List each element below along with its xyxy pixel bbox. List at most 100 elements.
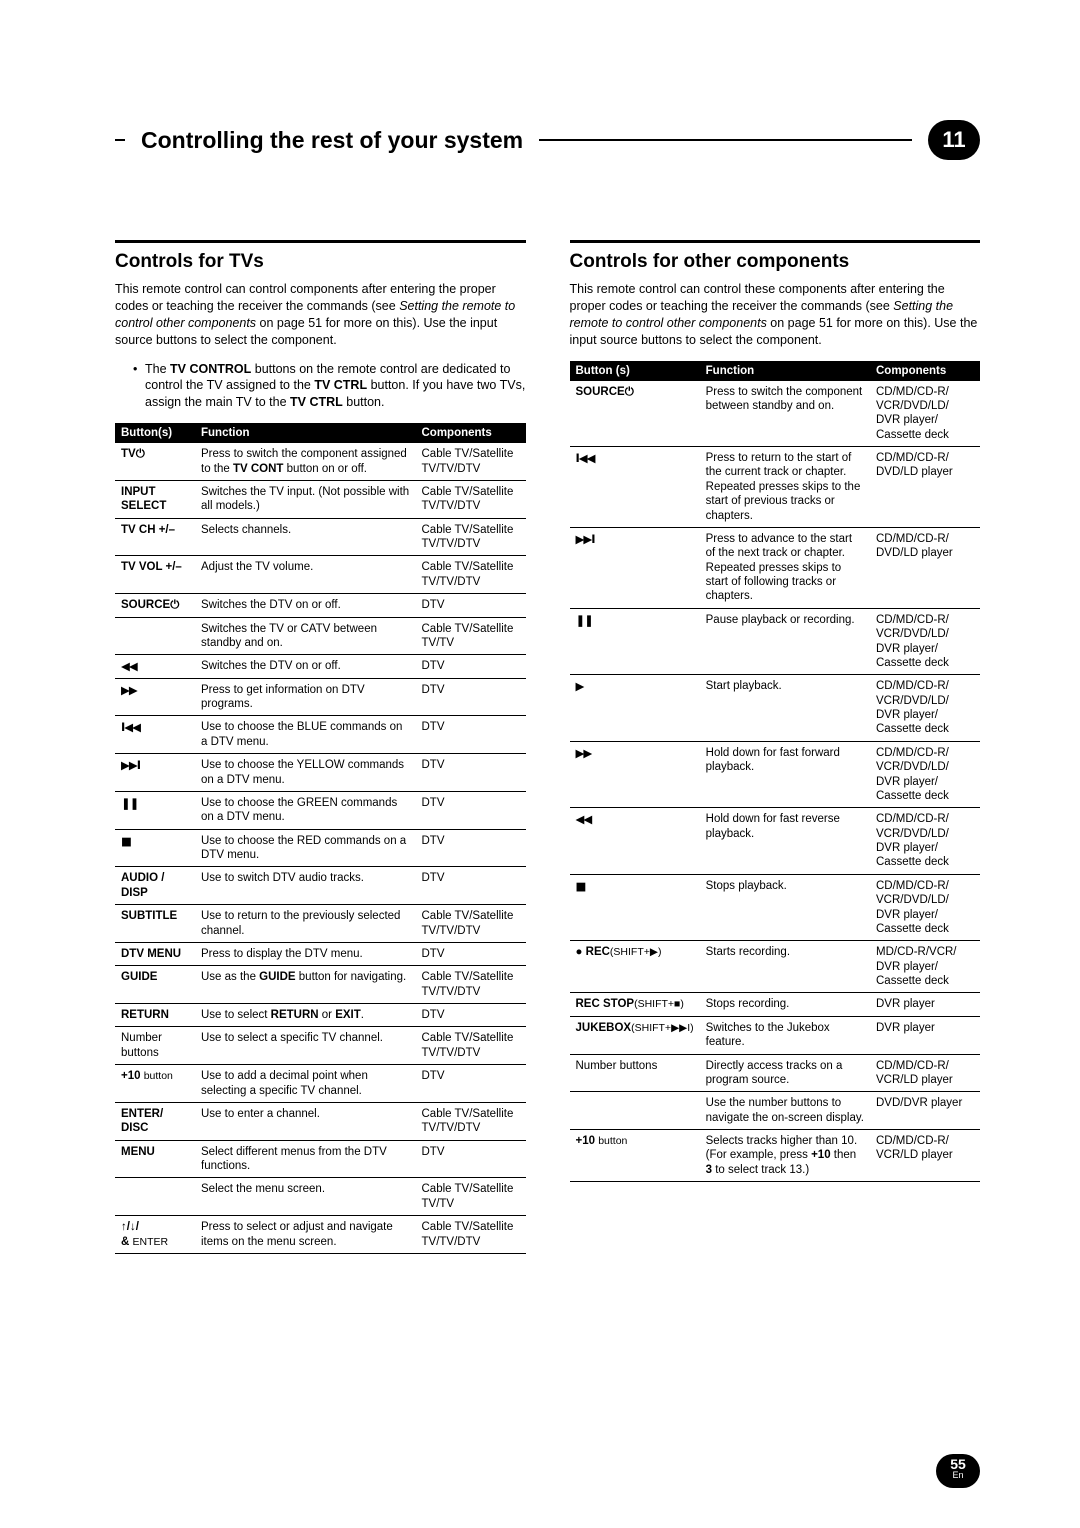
cell-function: Press to switch the component assigned t… xyxy=(195,443,416,480)
cell-button: REC STOP(SHIFT+■) xyxy=(570,993,700,1016)
table-row: INPUT SELECTSwitches the TV input. (Not … xyxy=(115,480,526,518)
cell-button: I◀◀ xyxy=(570,447,700,528)
cell-components: Cable TV/Satellite TV/TV/DTV xyxy=(416,443,526,480)
cell-components: DTV xyxy=(416,867,526,905)
note-d: TV CTRL xyxy=(314,378,367,392)
cell-button: ▶▶I xyxy=(115,754,195,792)
cell-button: ▶▶ xyxy=(570,741,700,808)
header-rule-left xyxy=(115,139,125,141)
cell-components: CD/MD/CD-R/VCR/DVD/LD/DVR player/Cassett… xyxy=(870,675,980,742)
cell-components: Cable TV/Satellite TV/TV xyxy=(416,617,526,655)
cell-components: DTV xyxy=(416,942,526,965)
cell-button: ◀◀ xyxy=(115,655,195,678)
cell-components: DTV xyxy=(416,1004,526,1027)
cell-function: Use to return to the previously selected… xyxy=(195,905,416,943)
cell-button: GUIDE xyxy=(115,966,195,1004)
cell-function: Use to choose the YELLOW commands on a D… xyxy=(195,754,416,792)
other-controls-table: Button (s) Function Components SOURCE⏻Pr… xyxy=(570,361,981,1183)
cell-components: Cable TV/Satellite TV/TV/DTV xyxy=(416,966,526,1004)
cell-function: Switches the DTV on or off. xyxy=(195,594,416,617)
table-row: GUIDEUse as the GUIDE button for navigat… xyxy=(115,966,526,1004)
intro-a: This remote control can control these co… xyxy=(570,282,945,313)
chapter-title: Controlling the rest of your system xyxy=(141,127,523,154)
intro-text: This remote control can control these co… xyxy=(570,281,981,349)
cell-button: AUDIO / DISP xyxy=(115,867,195,905)
table-row: Number buttonsDirectly access tracks on … xyxy=(570,1054,981,1092)
cell-function: Start playback. xyxy=(700,675,870,742)
table-row: ▶▶Hold down for fast forward playback.CD… xyxy=(570,741,981,808)
table-row: ● REC(SHIFT+▶)Starts recording.MD/CD-R/V… xyxy=(570,941,981,993)
cell-components: DTV xyxy=(416,791,526,829)
cell-function: Selects channels. xyxy=(195,518,416,556)
cell-function: Use to switch DTV audio tracks. xyxy=(195,867,416,905)
cell-components: DTV xyxy=(416,1065,526,1103)
table-row: I◀◀Press to return to the start of the c… xyxy=(570,447,981,528)
table-row: JUKEBOX(SHIFT+▶▶I)Switches to the Jukebo… xyxy=(570,1016,981,1054)
table-row: Use the number buttons to navigate the o… xyxy=(570,1092,981,1130)
cell-function: Switches to the Jukebox feature. xyxy=(700,1016,870,1054)
cell-components: CD/MD/CD-R/VCR/DVD/LD/DVR player/Cassett… xyxy=(870,741,980,808)
table-row: RETURNUse to select RETURN or EXIT.DTV xyxy=(115,1004,526,1027)
cell-components: CD/MD/CD-R/DVD/LD player xyxy=(870,527,980,608)
cell-components: DTV xyxy=(416,678,526,716)
page-number-badge: 55 En xyxy=(936,1454,980,1488)
cell-components: Cable TV/Satellite TV/TV/DTV xyxy=(416,556,526,594)
cell-button: TV⏻ xyxy=(115,443,195,480)
cell-button: MENU xyxy=(115,1140,195,1178)
th-buttons: Button (s) xyxy=(570,361,700,381)
cell-button: Number buttons xyxy=(115,1027,195,1065)
cell-function: Selects tracks higher than 10. (For exam… xyxy=(700,1130,870,1182)
table-row: ▶▶Press to get information on DTV progra… xyxy=(115,678,526,716)
cell-components: DTV xyxy=(416,716,526,754)
table-row: AUDIO / DISPUse to switch DTV audio trac… xyxy=(115,867,526,905)
cell-button: Number buttons xyxy=(570,1054,700,1092)
cell-function: Use the number buttons to navigate the o… xyxy=(700,1092,870,1130)
cell-button: ENTER/ DISC xyxy=(115,1102,195,1140)
cell-components: DTV xyxy=(416,829,526,867)
cell-function: Use to select RETURN or EXIT. xyxy=(195,1004,416,1027)
cell-function: Use as the GUIDE button for navigating. xyxy=(195,966,416,1004)
cell-button: ▶ xyxy=(570,675,700,742)
cell-function: Press to switch the component between st… xyxy=(700,381,870,447)
note-g: button. xyxy=(343,395,385,409)
th-components: Components xyxy=(416,423,526,443)
right-column: Controls for other components This remot… xyxy=(570,240,981,1254)
left-column: Controls for TVs This remote control can… xyxy=(115,240,526,1254)
cell-button: ■ xyxy=(115,829,195,867)
cell-components: CD/MD/CD-R/VCR/LD player xyxy=(870,1130,980,1182)
cell-function: Hold down for fast reverse playback. xyxy=(700,808,870,875)
cell-function: Press to get information on DTV programs… xyxy=(195,678,416,716)
table-row: TV⏻Press to switch the component assigne… xyxy=(115,443,526,480)
cell-button: TV VOL +/– xyxy=(115,556,195,594)
cell-components: DVD/DVR player xyxy=(870,1092,980,1130)
page-number: 55 xyxy=(936,1457,980,1471)
cell-button: +10 button xyxy=(570,1130,700,1182)
table-row: Select the menu screen.Cable TV/Satellit… xyxy=(115,1178,526,1216)
table-row: SOURCE⏻Switches the DTV on or off.DTV xyxy=(115,594,526,617)
cell-button: ◀◀ xyxy=(570,808,700,875)
section-title-other: Controls for other components xyxy=(570,251,981,273)
bullet-note: The TV CONTROL buttons on the remote con… xyxy=(115,361,526,412)
cell-function: Press to display the DTV menu. xyxy=(195,942,416,965)
cell-components: DTV xyxy=(416,754,526,792)
cell-function: Pause playback or recording. xyxy=(700,608,870,675)
cell-function: Adjust the TV volume. xyxy=(195,556,416,594)
cell-button: ▶▶ xyxy=(115,678,195,716)
cell-components: Cable TV/Satellite TV/TV/DTV xyxy=(416,1102,526,1140)
cell-button xyxy=(570,1092,700,1130)
cell-button: ■ xyxy=(570,874,700,941)
cell-button xyxy=(115,617,195,655)
table-row: Number buttonsUse to select a specific T… xyxy=(115,1027,526,1065)
note-a: The xyxy=(145,362,170,376)
table-row: MENUSelect different menus from the DTV … xyxy=(115,1140,526,1178)
table-row: ▶▶IUse to choose the YELLOW commands on … xyxy=(115,754,526,792)
cell-function: Press to select or adjust and navigate i… xyxy=(195,1216,416,1254)
cell-button: ❚❚ xyxy=(570,608,700,675)
table-row: ◀◀Hold down for fast reverse playback.CD… xyxy=(570,808,981,875)
table-row: ■Stops playback.CD/MD/CD-R/VCR/DVD/LD/DV… xyxy=(570,874,981,941)
cell-components: DTV xyxy=(416,1140,526,1178)
cell-function: Use to choose the RED commands on a DTV … xyxy=(195,829,416,867)
cell-button: RETURN xyxy=(115,1004,195,1027)
cell-button: ● REC(SHIFT+▶) xyxy=(570,941,700,993)
table-row: ❚❚Pause playback or recording.CD/MD/CD-R… xyxy=(570,608,981,675)
